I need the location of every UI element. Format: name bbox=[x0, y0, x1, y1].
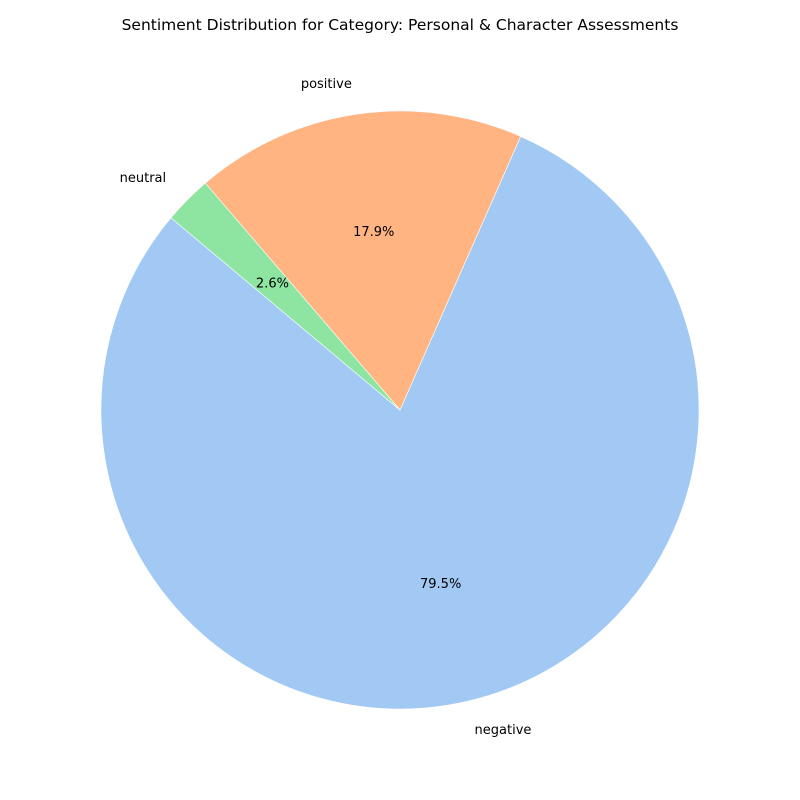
pie-slices bbox=[100, 110, 700, 710]
pie-slice-negative bbox=[100, 136, 700, 710]
percent-label-neutral: 2.6% bbox=[256, 276, 289, 291]
percent-label-negative: 79.5% bbox=[420, 577, 461, 592]
slice-label-neutral: neutral bbox=[120, 171, 167, 186]
pie-slice-neutral bbox=[170, 182, 401, 411]
pie-labels: negative 79.5% positive 17.9% neutral 2.6% bbox=[120, 77, 532, 738]
pie-slice-positive bbox=[204, 110, 522, 411]
chart-title: Sentiment Distribution for Category: Per… bbox=[122, 16, 679, 34]
slice-label-negative: negative bbox=[475, 723, 532, 738]
slice-label-positive: positive bbox=[301, 77, 352, 92]
percent-label-positive: 17.9% bbox=[353, 225, 394, 240]
